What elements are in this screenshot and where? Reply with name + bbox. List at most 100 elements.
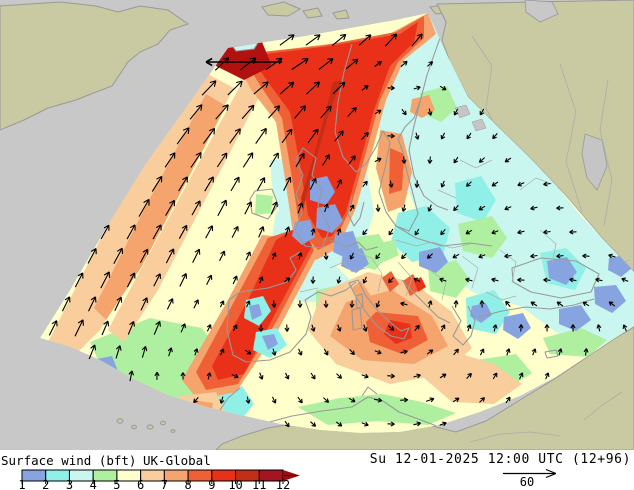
wind-arrow	[271, 252, 277, 260]
bft-scale-tick-label: 4	[90, 478, 97, 490]
wind-arrow	[323, 348, 329, 356]
wind-arrow	[219, 396, 225, 404]
bft-scale-tick-label: 7	[161, 478, 168, 490]
wind-arrow	[127, 320, 135, 335]
wind-arrow	[347, 106, 357, 117]
wind-arrow	[310, 372, 316, 380]
wind-arrow	[232, 324, 238, 332]
wind-arrow	[401, 108, 407, 116]
wind-arrow	[556, 301, 564, 307]
wind-arrow	[271, 300, 277, 308]
wind-arrow	[331, 33, 347, 47]
wind-arrow	[138, 198, 150, 217]
wind-arrow	[153, 273, 162, 287]
forecast-fan	[40, 13, 634, 433]
canary-island	[116, 418, 124, 424]
wind-arrow	[310, 228, 316, 236]
wind-arrow	[279, 81, 295, 95]
wind-arrow	[543, 277, 551, 283]
wind-speed-region	[255, 194, 273, 215]
wind-arrow	[193, 348, 199, 356]
wind-arrow	[349, 252, 355, 260]
wind-arrow	[439, 277, 447, 283]
wind-arrow	[556, 253, 564, 259]
wind-arrow	[388, 277, 394, 284]
wind-arrow	[427, 108, 433, 116]
wind-arrow	[411, 33, 423, 47]
bft-scale-tick-label: 11	[252, 478, 266, 490]
wind-arrow	[193, 397, 199, 404]
wind-arrow	[400, 301, 408, 307]
wind-arrow	[453, 300, 459, 308]
wind-arrow	[492, 133, 498, 140]
wind-arrow	[297, 252, 303, 260]
wind-arrow	[270, 201, 278, 215]
lake	[454, 104, 471, 119]
wind-arrow	[332, 81, 346, 95]
wind-speed-region	[424, 350, 522, 404]
wind-arrow	[258, 276, 264, 284]
wind-arrow	[387, 421, 395, 427]
wind-arrow	[479, 397, 486, 403]
wind-arrow	[167, 347, 173, 357]
wind-arrow	[465, 229, 473, 235]
wind-arrow	[128, 370, 135, 382]
wind-arrow	[531, 348, 537, 356]
greenland-land	[0, 1, 190, 131]
wind-arrow	[426, 349, 434, 355]
wind-arrow	[140, 297, 148, 311]
bft-scale-tick-label: 1	[18, 478, 25, 490]
wind-arrow	[284, 420, 290, 428]
wind-arrow	[323, 203, 329, 213]
wind-arrow	[491, 277, 499, 283]
wind-arrow	[530, 205, 538, 211]
bft-scale-tick-label: 5	[113, 478, 120, 490]
wind-arrow	[141, 346, 148, 358]
wind-arrow	[309, 177, 317, 190]
wind-arrow	[334, 130, 344, 142]
wind-arrow	[231, 225, 239, 238]
wind-speed-region	[543, 328, 607, 357]
legend-title: Surface wind (bft)	[1, 453, 137, 468]
wind-arrow	[492, 372, 498, 380]
wind-arrow	[414, 324, 420, 331]
wind-arrow	[152, 224, 162, 240]
wind-arrow	[310, 276, 316, 284]
wind-arrow	[582, 301, 590, 307]
lake	[471, 118, 487, 132]
wind-speed-region	[262, 334, 278, 350]
wind-arrow	[241, 104, 255, 120]
wind-arrow	[453, 156, 459, 164]
wind-arrow	[358, 34, 372, 46]
wind-arrow	[362, 228, 368, 236]
wind-arrow	[427, 300, 433, 308]
wind-arrow	[465, 277, 473, 283]
wind-arrow	[440, 228, 446, 236]
wind-arrow	[530, 253, 538, 259]
wind-arrow	[189, 104, 203, 120]
wind-arrow	[206, 324, 212, 332]
wind-speed-region	[547, 257, 577, 285]
wind-arrow	[206, 372, 212, 380]
wind-arrow	[491, 229, 499, 235]
wind-arrow	[61, 296, 71, 312]
wind-arrow	[349, 300, 355, 308]
wind-arrow	[387, 85, 395, 91]
wind-arrow	[335, 421, 343, 427]
wind-speed-region	[301, 80, 342, 212]
wind-arrow	[361, 421, 369, 427]
wind-arrow	[219, 250, 226, 262]
wind-arrow	[387, 373, 396, 379]
wind-arrow	[217, 199, 227, 217]
canary-island	[146, 424, 154, 430]
legend-bar: 1 2 3 4 5 6 7 8 9 10 11 12 Surface wind (bft) UK-Gl…	[0, 450, 634, 490]
wind-arrow	[544, 324, 550, 332]
wind-arrow	[191, 200, 201, 216]
wind-arrow	[336, 276, 342, 284]
wind-arrow	[622, 324, 628, 332]
wind-arrow	[400, 349, 408, 355]
wind-arrow	[245, 300, 251, 308]
wind-arrow	[244, 201, 252, 215]
wind-speed-region	[249, 304, 262, 320]
wind-arrow	[284, 372, 290, 380]
